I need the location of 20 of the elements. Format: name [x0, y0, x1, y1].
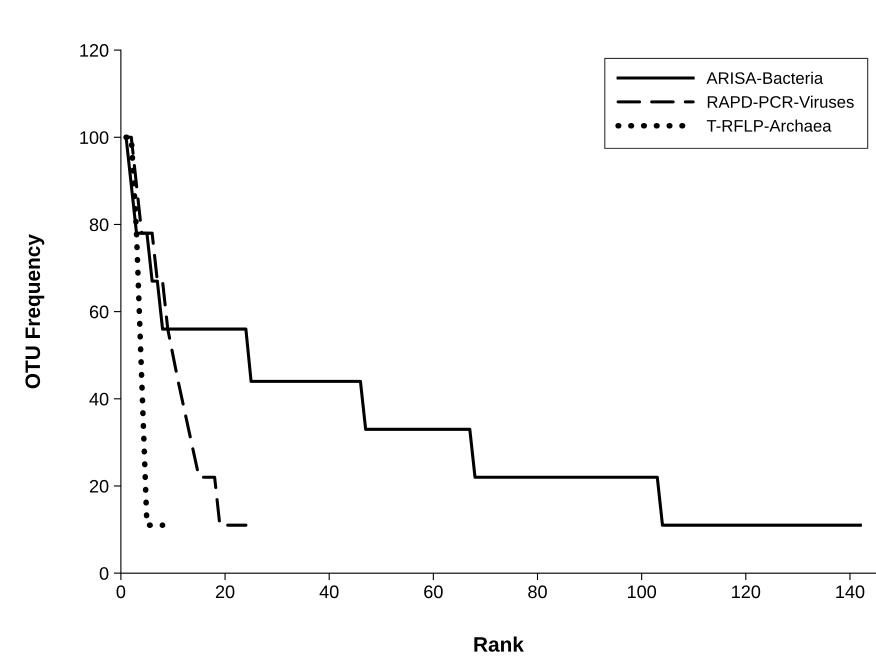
y-tick-label: 40 [89, 392, 108, 406]
y-tick-label: 80 [90, 218, 108, 232]
x-tick-label: 80 [528, 585, 547, 598]
y-tick-label: 0 [100, 567, 108, 580]
x-tick-label: 40 [320, 585, 339, 598]
x-tick-label: 60 [424, 585, 443, 598]
y-tick-label: 120 [80, 44, 108, 57]
y-tick-label: 100 [80, 131, 108, 144]
x-axis-title: Rank [474, 636, 524, 652]
x-tick-label: 100 [628, 585, 656, 598]
legend-label: T-RFLP-Archaea [706, 120, 832, 132]
x-tick-label: 0 [116, 585, 126, 598]
x-tick-label: 20 [216, 585, 234, 598]
y-tick-label: 20 [90, 480, 108, 493]
x-tick-label: 120 [732, 585, 760, 598]
legend-label: ARISA-Bacteria [706, 72, 824, 84]
legend-label: RAPD-PCR-Viruses [708, 96, 854, 108]
y-tick-label: 60 [90, 306, 108, 318]
y-axis-title: OTU Frequency [25, 234, 44, 388]
x-tick-label: 140 [836, 585, 864, 598]
